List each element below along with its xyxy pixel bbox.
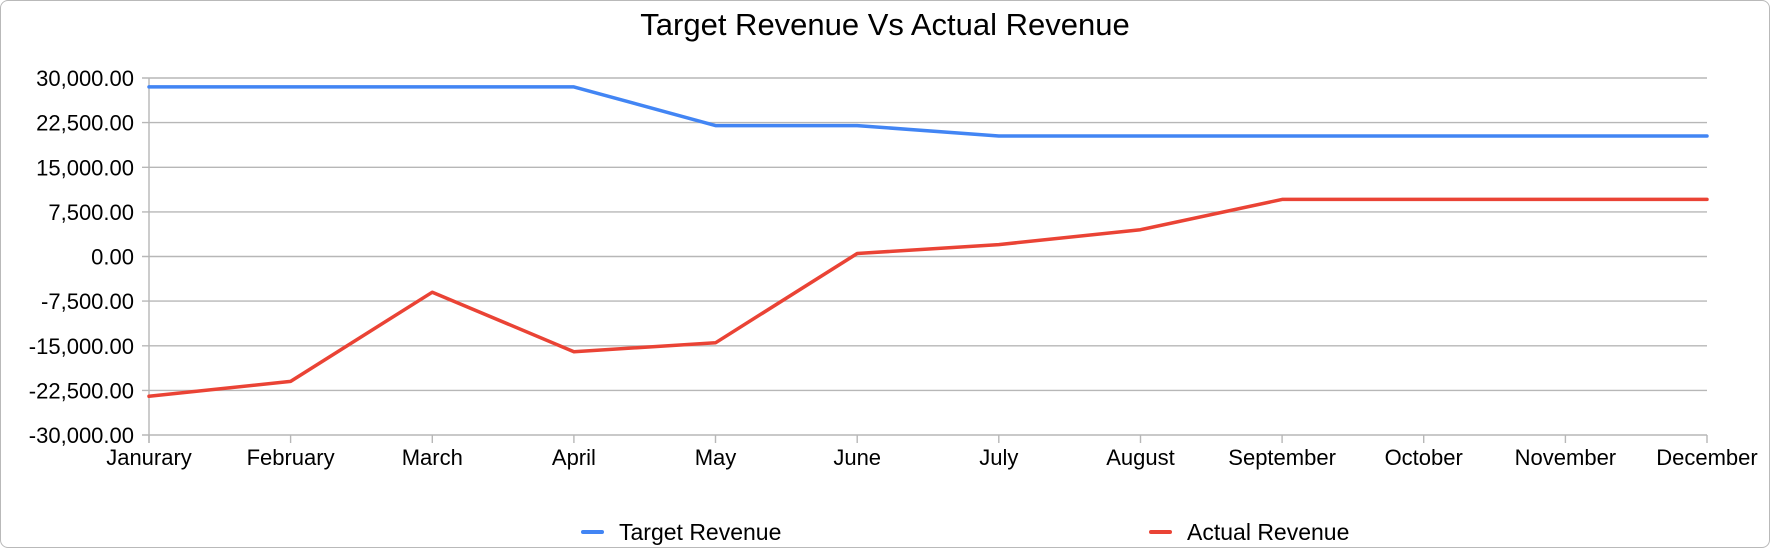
- x-axis-label: March: [402, 445, 463, 470]
- actual-revenue-line: [147, 197, 1709, 399]
- x-axis-label: Janurary: [106, 445, 192, 470]
- chart-title: Target Revenue Vs Actual Revenue: [640, 7, 1130, 42]
- y-axis-label: 0.00: [91, 245, 134, 270]
- y-axis-label: 15,000.00: [36, 155, 134, 180]
- x-axis-label: July: [979, 445, 1018, 470]
- x-axis-label: September: [1228, 445, 1336, 470]
- chart-legend: Target Revenue Actual Revenue: [1, 517, 1769, 547]
- y-axis-label: -30,000.00: [29, 423, 134, 448]
- x-axis-label: June: [833, 445, 881, 470]
- y-axis-label: 30,000.00: [36, 66, 134, 91]
- y-axis-label: -22,500.00: [29, 378, 134, 403]
- x-axis-label: May: [695, 445, 737, 470]
- legend-label-actual-revenue: Actual Revenue: [1187, 518, 1350, 545]
- y-axis-label: -15,000.00: [29, 334, 134, 359]
- x-axis-label: February: [247, 445, 335, 470]
- x-axis-label: October: [1385, 445, 1463, 470]
- x-axis-label: December: [1656, 445, 1757, 470]
- legend-swatch-target-revenue: [581, 530, 604, 534]
- x-axis-label: November: [1515, 445, 1616, 470]
- legend-item-actual-revenue: Actual Revenue: [1149, 517, 1349, 547]
- target-revenue-line: [147, 85, 1709, 138]
- legend-label-target-revenue: Target Revenue: [619, 518, 782, 545]
- y-axis-label: -7,500.00: [41, 289, 134, 314]
- legend-swatch-actual-revenue: [1149, 530, 1172, 534]
- y-axis-label: 22,500.00: [36, 111, 134, 136]
- x-axis-label: August: [1106, 445, 1175, 470]
- legend-item-target-revenue: Target Revenue: [581, 517, 781, 547]
- x-axis-label: April: [552, 445, 596, 470]
- y-axis-label: 7,500.00: [48, 200, 134, 225]
